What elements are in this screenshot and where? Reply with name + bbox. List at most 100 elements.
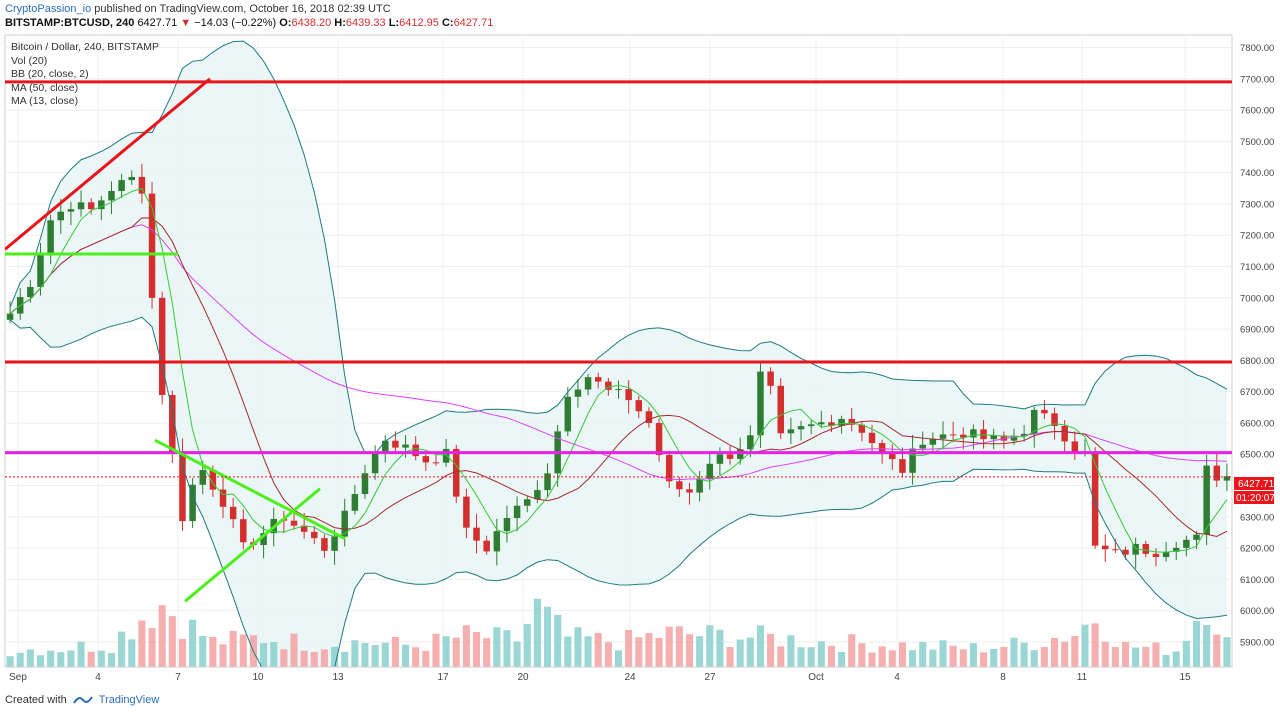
candle-body [919,444,926,449]
candle-body [655,423,663,456]
bollinger-band-fill [10,41,1227,667]
legend-vol[interactable]: Vol (20) [11,54,48,67]
candle-body [797,426,805,430]
volume-bar [685,634,694,667]
countdown-text: 01:20:07 [1236,493,1275,504]
time-tick-label: 15 [1179,672,1191,683]
volume-bar [1000,647,1008,667]
volume-bar [675,626,683,667]
volume-bar [381,642,389,667]
symbol-ohlc-bar: BITSTAMP:BTCUSD, 240 6427.71 ▼ −14.03 (−… [5,17,493,29]
volume-bar [614,650,623,667]
volume-bar [1223,637,1231,667]
candle-body [1223,476,1231,481]
candle-body [1031,409,1038,434]
volume-bar [848,634,856,667]
volume-bar [1132,647,1140,667]
candle-body [960,434,967,438]
legend-ma50[interactable]: MA (50, close) [11,81,79,94]
volume-bar [310,651,318,667]
price-tick-label: 6100.00 [1240,575,1274,586]
price-tick-label: 7400.00 [1240,168,1274,179]
candle-body [787,429,795,434]
volume-bar [341,651,349,667]
candle-body [1172,547,1180,552]
candle-body [676,481,683,490]
volume-bar [1101,641,1109,667]
candle-body [1193,534,1200,540]
volume-bar [472,631,481,667]
candle-body [970,429,977,438]
volume-bar [1050,637,1059,667]
volume-bar [1020,642,1028,667]
candle-body [1061,425,1068,442]
bb-lower-line [9,316,1228,667]
volume-bar [178,638,187,667]
ascending-trendline [5,77,211,251]
candle-body [848,418,855,425]
volume-bar [716,629,724,667]
candle-body [108,191,115,201]
last-price-tag: 6427.71 01:20:07 [1234,477,1275,504]
candle-body [67,209,75,212]
time-tick-label: Sep [9,672,27,683]
legend-ma13[interactable]: MA (13, close) [11,95,79,107]
drawings[interactable] [5,77,1232,603]
volume-bar [107,653,116,667]
candle-body [605,381,612,390]
indicator-legend: Bitcoin / Dollar, 240, BITSTAMP Vol (20)… [11,41,159,109]
candle-body [382,440,389,454]
candle-body [1152,553,1160,558]
tradingview-link[interactable]: TradingView [98,694,160,706]
price-chart[interactable]: 5900.006000.006100.006200.006300.006400.… [0,32,1280,687]
candle-body [341,510,348,537]
candle-body [503,518,511,532]
candle-body [949,434,957,436]
time-tick-label: 4 [95,672,101,683]
author-link[interactable]: CryptoPassion_io [5,3,92,15]
candle-body [483,540,490,552]
candle-body [726,454,734,459]
candle-body [584,377,592,390]
volume-bar [736,639,744,667]
candle-body [980,429,987,440]
candle-body [665,455,673,482]
volume-bar [838,651,846,667]
c-value: 6427.71 [453,17,494,29]
volume-bar [513,641,521,667]
time-tick-label: 4 [894,672,900,683]
volume-bar [949,645,957,667]
volume-bar [320,649,328,667]
legend-bb[interactable]: BB (20, close, 2) [11,68,89,80]
candle-body [929,438,937,445]
volume-bar [402,644,410,667]
footer: Created with TradingView [5,694,159,706]
candle-body [179,452,186,522]
candle-body [169,394,176,453]
candle-body [260,533,267,546]
bb-upper-line [9,40,1228,455]
volume-bar [36,655,45,667]
candle-body [534,490,541,500]
candle-body [209,470,217,490]
price-tick-label: 7800.00 [1240,43,1274,54]
candle-body [747,435,754,450]
volume-bar [189,619,197,667]
candle-body [57,211,65,221]
candle-body [199,470,206,485]
l-value: 6412.95 [399,17,439,29]
volume-bar [87,651,95,667]
volume-bar [1152,642,1160,667]
candle-body [6,313,14,320]
volume-bar [746,637,754,667]
volume-bar [1030,650,1038,667]
candle-body [594,377,602,382]
candle-body [635,400,643,412]
l-label: L: [388,17,400,29]
volume-bar [483,638,491,667]
candle-body [615,389,622,391]
candle-body [37,254,44,287]
last-price: 6427.71 [137,17,178,29]
legend-title: Bitcoin / Dollar, 240, BITSTAMP [11,41,160,53]
volume-bar [391,636,399,667]
